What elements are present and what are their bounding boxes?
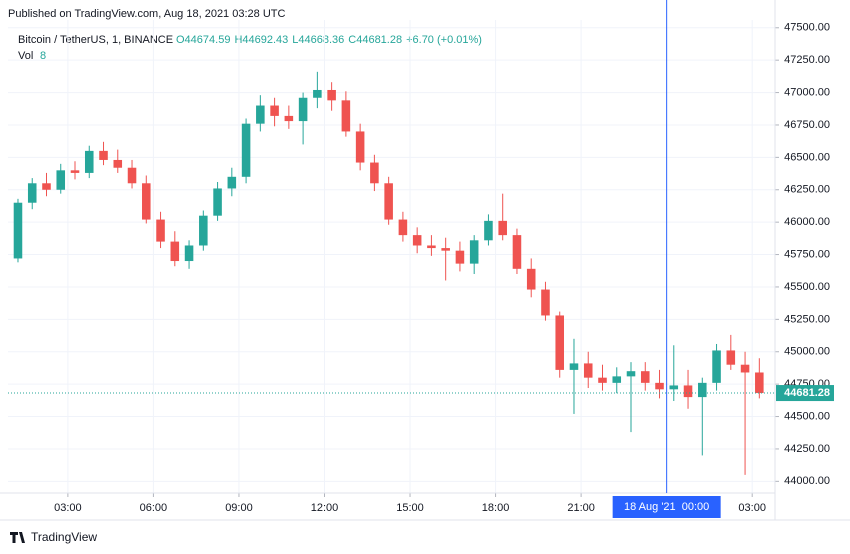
candle-body <box>384 183 393 220</box>
candle-body <box>698 382 707 398</box>
candle-body <box>156 219 165 242</box>
x-tick-label: 03:00 <box>54 502 82 514</box>
y-tick-label: 47500.00 <box>784 22 830 34</box>
ohlc-value: H44692.43 <box>234 34 288 46</box>
candle-body <box>298 97 308 122</box>
candle-body <box>427 245 436 249</box>
candle-body <box>56 170 66 190</box>
candle-body <box>569 363 579 370</box>
y-tick-label: 45250.00 <box>784 313 830 325</box>
last-price-box <box>776 385 834 402</box>
candle-body <box>27 183 37 203</box>
candle-body <box>213 188 222 216</box>
y-tick-label: 47250.00 <box>784 54 830 66</box>
candle-body <box>655 382 664 390</box>
ohlc-value: +6.70 (+0.01%) <box>406 34 482 46</box>
candle-body <box>284 115 294 122</box>
candle-body <box>398 219 408 236</box>
candle-body <box>13 202 23 259</box>
candle-body <box>455 250 465 264</box>
last-price-label: 44681.28 <box>784 387 830 399</box>
candle-body <box>712 350 721 383</box>
candle-body <box>241 123 251 177</box>
logo-mark <box>10 532 25 543</box>
y-tick-label: 44500.00 <box>784 410 830 422</box>
y-tick-label: 45750.00 <box>784 248 830 260</box>
candle-body <box>270 105 279 116</box>
candle-body <box>498 220 507 236</box>
candle-body <box>740 364 750 373</box>
candle-body <box>683 385 693 398</box>
y-tick-label: 46750.00 <box>784 119 830 131</box>
candle-body <box>327 89 336 101</box>
logo-text: TradingView <box>31 530 97 544</box>
candle-body <box>142 183 151 220</box>
candle-body <box>227 176 237 189</box>
candle-body <box>184 245 194 262</box>
ohlc-value: C44681.28 <box>348 34 402 46</box>
ohlc-value: L44668.36 <box>292 34 344 46</box>
x-tick-label: 03:00 <box>738 502 766 514</box>
y-tick-label: 47000.00 <box>784 86 830 98</box>
y-tick-label: 45500.00 <box>784 281 830 293</box>
ohlc-value: O44674.59 <box>176 34 230 46</box>
x-tick-label: 12:00 <box>311 502 339 514</box>
candle-body <box>484 220 493 241</box>
crosshair-label-box <box>612 496 721 518</box>
candle-body <box>199 215 208 246</box>
volume-value: 8 <box>40 50 46 62</box>
candle-body <box>256 105 265 124</box>
candle-body <box>612 376 622 383</box>
candle-body <box>441 248 450 251</box>
published-note: Published on TradingView.com, Aug 18, 20… <box>8 8 285 20</box>
y-tick-label: 44000.00 <box>784 475 830 487</box>
candle-body <box>84 150 94 173</box>
logo <box>10 532 25 543</box>
candle-body <box>726 350 736 365</box>
x-tick-label: 06:00 <box>140 502 168 514</box>
candle-body <box>640 371 650 383</box>
y-tick-label: 46000.00 <box>784 216 830 228</box>
candle-body <box>341 100 351 132</box>
candle-body <box>42 183 51 190</box>
candle-body <box>412 235 422 246</box>
x-tick-label: 21:00 <box>567 502 595 514</box>
candle-body <box>583 363 593 378</box>
candle-body <box>70 170 80 173</box>
candle-body <box>512 235 522 269</box>
x-tick-label: 15:00 <box>396 502 424 514</box>
y-tick-label: 46500.00 <box>784 151 830 163</box>
candle-body <box>669 385 679 390</box>
candle-body <box>99 150 108 160</box>
candle-body <box>355 131 365 163</box>
candle-body <box>469 240 479 264</box>
candle-body <box>170 241 180 262</box>
volume-label: Vol <box>18 50 33 62</box>
candle-body <box>313 89 322 98</box>
y-tick-label: 45000.00 <box>784 346 830 358</box>
y-tick-label: 44250.00 <box>784 443 830 455</box>
x-tick-label: 09:00 <box>225 502 253 514</box>
candle-body <box>555 315 565 370</box>
candle-body <box>127 167 137 184</box>
candle-body <box>541 289 550 316</box>
candle-body <box>755 372 764 394</box>
crosshair-label: 18 Aug '21 00:00 <box>624 501 709 513</box>
candle-body <box>526 268 536 290</box>
candle-body <box>598 377 607 383</box>
x-tick-label: 18:00 <box>482 502 510 514</box>
symbol: Bitcoin / TetherUS, 1, BINANCE <box>18 34 173 46</box>
candle-body <box>113 159 123 168</box>
y-tick-label: 46250.00 <box>784 184 830 196</box>
candle-body <box>370 162 379 184</box>
candle-body <box>626 371 636 377</box>
